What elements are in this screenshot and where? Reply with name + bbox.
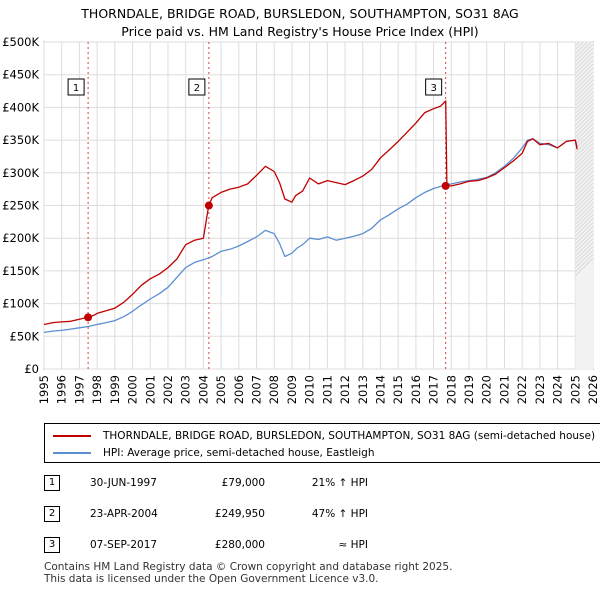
future-hatch-line xyxy=(575,190,594,209)
y-tick-label: £450K xyxy=(2,68,39,82)
y-tick-label: £250K xyxy=(2,199,39,213)
x-tick-label: 2008 xyxy=(267,375,281,404)
sale-marker-label: 1 xyxy=(73,83,79,94)
legend-swatch-property xyxy=(53,435,91,437)
x-tick-label: 2020 xyxy=(480,375,494,404)
future-hatch-line xyxy=(575,79,594,98)
x-tick-label: 2012 xyxy=(338,375,352,404)
y-tick-label: £350K xyxy=(2,133,39,147)
sale-number-badge: 3 xyxy=(44,537,60,553)
sale-hpi-compare: 47% ↑ HPI xyxy=(311,508,368,520)
sale-date: 30-JUN-1997 xyxy=(90,477,157,489)
x-tick-label: 2018 xyxy=(444,375,458,404)
y-tick-label: £50K xyxy=(10,329,40,343)
x-tick-label: 2021 xyxy=(497,375,511,404)
future-hatch-line xyxy=(575,91,594,110)
legend-item-property: THORNDALE, BRIDGE ROAD, BURSLEDON, SOUTH… xyxy=(53,428,595,444)
series-line-hpi xyxy=(43,138,578,334)
sale-hpi-compare: 21% ↑ HPI xyxy=(311,477,368,489)
y-tick-label: £300K xyxy=(2,166,39,180)
x-tick-label: 2006 xyxy=(232,375,246,404)
y-tick-label: £150K xyxy=(2,264,39,278)
sale-hpi-compare: ≈ HPI xyxy=(338,539,368,551)
legend-swatch-hpi xyxy=(53,452,91,454)
future-hatch-line xyxy=(575,87,594,106)
sale-marker-box xyxy=(425,78,443,96)
x-tick-label: 2017 xyxy=(427,375,441,404)
x-tick-label: 2007 xyxy=(250,375,264,404)
sale-point xyxy=(84,313,93,322)
x-tick-label: 2010 xyxy=(303,375,317,404)
legend-item-hpi: HPI: Average price, semi-detached house,… xyxy=(53,445,375,461)
x-tick-label: 2014 xyxy=(373,375,387,404)
x-tick-label: 2023 xyxy=(533,375,547,404)
x-tick-label: 2022 xyxy=(515,375,529,404)
x-tick-label: 2026 xyxy=(586,375,600,404)
sale-price: £79,000 xyxy=(221,477,265,489)
x-tick-label: 1998 xyxy=(90,375,104,404)
x-tick-label: 2016 xyxy=(409,375,423,404)
footer-copyright: Contains HM Land Registry data © Crown c… xyxy=(44,561,453,573)
x-tick-label: 1997 xyxy=(72,375,86,404)
sale-number-badge: 1 xyxy=(44,475,60,491)
future-hatch-line xyxy=(575,95,594,114)
x-tick-label: 2004 xyxy=(196,375,210,404)
y-tick-label: £0 xyxy=(24,362,39,376)
x-tick-label: 2009 xyxy=(285,375,299,404)
future-hatch-line xyxy=(575,198,594,217)
legend-label-hpi: HPI: Average price, semi-detached house,… xyxy=(103,447,375,459)
x-tick-label: 2003 xyxy=(179,375,193,404)
x-tick-label: 2000 xyxy=(126,375,140,404)
y-tick-label: £100K xyxy=(2,297,39,311)
table-row: 3 07-SEP-2017 £280,000 ≈ HPI xyxy=(0,537,600,557)
series-line-property xyxy=(43,100,578,326)
sale-marker-label: 2 xyxy=(194,83,200,94)
sale-marker-label: 3 xyxy=(430,83,436,94)
x-tick-label: 2019 xyxy=(462,375,476,404)
y-tick-label: £500K xyxy=(2,35,39,49)
table-row: 2 23-APR-2004 £249,950 47% ↑ HPI xyxy=(0,506,600,526)
x-tick-label: 2001 xyxy=(143,375,157,404)
sale-point xyxy=(204,201,213,210)
sale-date: 07-SEP-2017 xyxy=(90,539,158,551)
future-hatch-line xyxy=(575,194,594,213)
x-tick-label: 1999 xyxy=(108,375,122,404)
future-hatch-line xyxy=(575,202,594,221)
footer-licence: This data is licensed under the Open Gov… xyxy=(44,573,379,585)
x-tick-label: 2013 xyxy=(356,375,370,404)
sale-price: £280,000 xyxy=(214,539,265,551)
chart-subtitle: Price paid vs. HM Land Registry's House … xyxy=(121,24,479,39)
x-tick-label: 2011 xyxy=(320,375,334,404)
y-tick-label: £400K xyxy=(2,100,39,114)
table-row: 1 30-JUN-1997 £79,000 21% ↑ HPI xyxy=(0,475,600,495)
price-chart: 1 2 3 £0 £50K £100K £150K £200K £250K £300K £350K… xyxy=(2,35,600,404)
x-tick-label: 2002 xyxy=(161,375,175,404)
x-tick-label: 1996 xyxy=(55,375,69,404)
sale-marker-box xyxy=(67,78,85,96)
legend: THORNDALE, BRIDGE ROAD, BURSLEDON, SOUTH… xyxy=(44,423,600,463)
legend-label-property: THORNDALE, BRIDGE ROAD, BURSLEDON, SOUTH… xyxy=(103,430,596,442)
x-tick-label: 1995 xyxy=(37,375,51,404)
future-hatch-line xyxy=(575,83,594,102)
x-tick-label: 2005 xyxy=(214,375,228,404)
x-tick-label: 2015 xyxy=(391,375,405,404)
x-tick-label: 2025 xyxy=(568,375,582,404)
chart-title: THORNDALE, BRIDGE ROAD, BURSLEDON, SOUTH… xyxy=(81,6,519,21)
sale-price: £249,950 xyxy=(214,508,265,520)
y-tick-label: £200K xyxy=(2,231,39,245)
sale-number-badge: 2 xyxy=(44,506,60,522)
sale-marker-box xyxy=(188,78,206,96)
sale-point xyxy=(441,181,450,190)
sale-date: 23-APR-2004 xyxy=(90,508,158,520)
x-tick-label: 2024 xyxy=(551,375,565,404)
